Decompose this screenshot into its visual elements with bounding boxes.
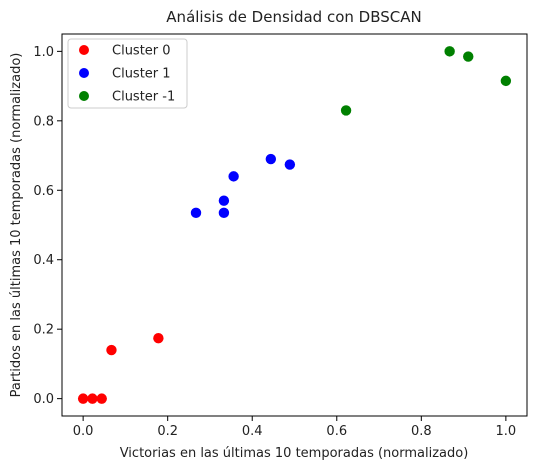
data-point-cluster-0: [87, 393, 98, 404]
data-point-cluster-1: [190, 207, 202, 219]
y-tick-label: 0.2: [33, 323, 54, 338]
legend-entry-label: Cluster 1: [112, 67, 171, 82]
data-point-cluster-1: [265, 153, 277, 165]
data-point-cluster-2: [500, 75, 512, 87]
y-tick-label: 0.0: [33, 392, 54, 407]
data-point-cluster-1: [228, 171, 239, 182]
data-points: [77, 46, 512, 404]
data-point-cluster-0: [153, 333, 164, 344]
data-point-cluster-2: [463, 51, 474, 62]
x-tick-label: 0.8: [411, 424, 432, 439]
x-tick-label: 1.0: [496, 424, 517, 439]
data-point-cluster-1: [284, 159, 296, 170]
data-point-cluster-0: [77, 393, 89, 404]
legend: Cluster 0 Cluster 1 Cluster -1: [67, 38, 188, 109]
y-axis-ticks: 0.0 0.2 0.4 0.6 0.8 1.0: [33, 45, 62, 407]
data-point-cluster-0: [96, 393, 107, 404]
data-point-cluster-1: [218, 207, 230, 219]
x-axis-label: Victorias en las últimas 10 temporadas (…: [120, 446, 469, 461]
x-tick-label: 0.4: [242, 424, 263, 439]
legend-marker: [79, 68, 89, 78]
y-tick-label: 0.8: [33, 114, 54, 129]
legend-marker: [79, 45, 89, 55]
legend-box: [67, 38, 188, 109]
y-tick-label: 0.4: [33, 253, 54, 268]
y-tick-label: 0.6: [33, 184, 54, 199]
y-tick-label: 1.0: [33, 45, 54, 60]
x-tick-label: 0.0: [73, 424, 94, 439]
legend-marker: [79, 91, 89, 101]
legend-entry-label: Cluster -1: [112, 90, 175, 105]
x-axis-ticks: 0.0 0.2 0.4 0.6 0.8 1.0: [73, 416, 516, 439]
x-tick-label: 0.6: [326, 424, 347, 439]
legend-entry-label: Cluster 0: [112, 44, 171, 59]
data-point-cluster-1: [218, 195, 230, 206]
data-point-cluster-2: [444, 46, 455, 57]
data-point-cluster-0: [106, 344, 117, 356]
data-point-cluster-2: [340, 105, 352, 116]
chart-title: Análisis de Densidad con DBSCAN: [166, 8, 421, 26]
y-axis-label: Partidos en las últimas 10 temporadas (n…: [9, 53, 24, 398]
x-tick-label: 0.2: [157, 424, 178, 439]
